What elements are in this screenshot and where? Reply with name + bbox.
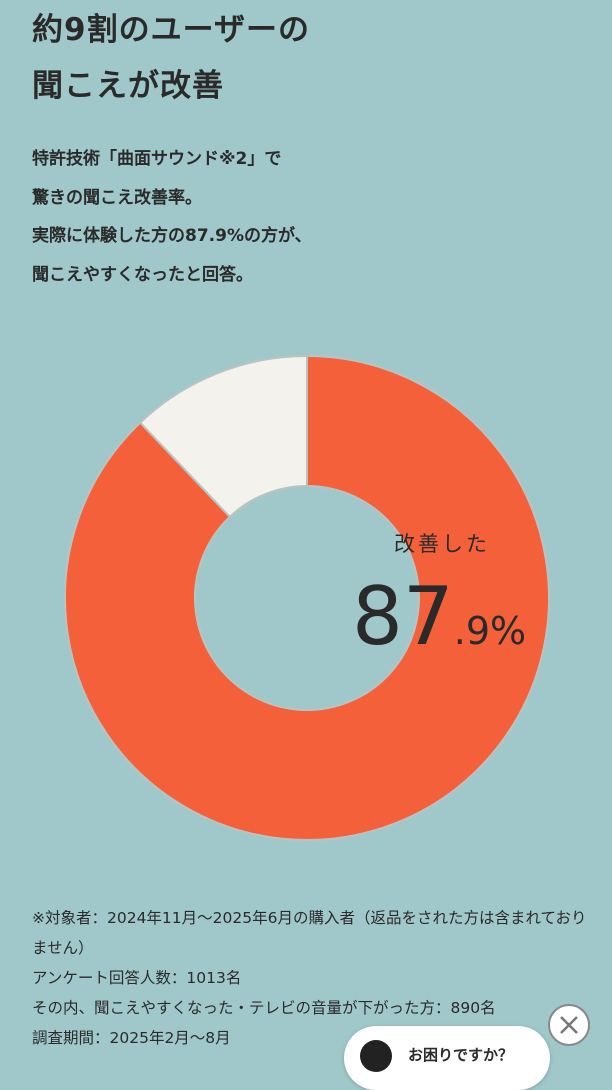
center-value: 87.9% xyxy=(352,570,526,663)
notes: ※対象者：2024年11月～2025年6月の購入者（返品をされた方は含まれており… xyxy=(32,903,592,1053)
note: その内、聞こえやすくなった・テレビの音量が下がった方：890名 xyxy=(32,999,496,1017)
title-line: 約9割のユーザーの xyxy=(32,12,310,48)
donut xyxy=(64,354,550,841)
lead-line: 驚きの聞こえ改善率。 xyxy=(32,187,202,208)
chat-icon xyxy=(360,1040,392,1072)
note: 調査期間：2025年2月～8月 xyxy=(32,1029,231,1047)
center-caption: 改善した xyxy=(394,532,490,556)
lead: 特許技術「曲面サウンド※2」で 驚きの聞こえ改善率。 実際に体験した方の87.9… xyxy=(32,140,592,294)
note: アンケート回答人数：1013名 xyxy=(32,969,242,987)
donut-segment xyxy=(138,354,308,519)
donut-segment xyxy=(64,354,550,841)
title-line: 聞こえが改善 xyxy=(32,68,224,104)
chart: 改善した 87.9% xyxy=(64,354,550,841)
lead-line: 聞こえやすくなったと回答。 xyxy=(32,264,253,285)
title: 約9割のユーザーの 聞こえが改善 xyxy=(32,2,592,114)
close-button[interactable] xyxy=(548,1004,590,1046)
chat-button[interactable]: お困りですか？ xyxy=(344,1026,550,1090)
lead-line: 実際に体験した方の87.9%の方が、 xyxy=(32,226,312,246)
close-icon xyxy=(560,1016,578,1034)
note: ※対象者：2024年11月～2025年6月の購入者（返品をされた方は含まれており… xyxy=(32,909,587,957)
lead-line: 特許技術「曲面サウンド※2」で xyxy=(32,149,282,169)
chat-label: お困りですか？ xyxy=(408,1046,514,1064)
